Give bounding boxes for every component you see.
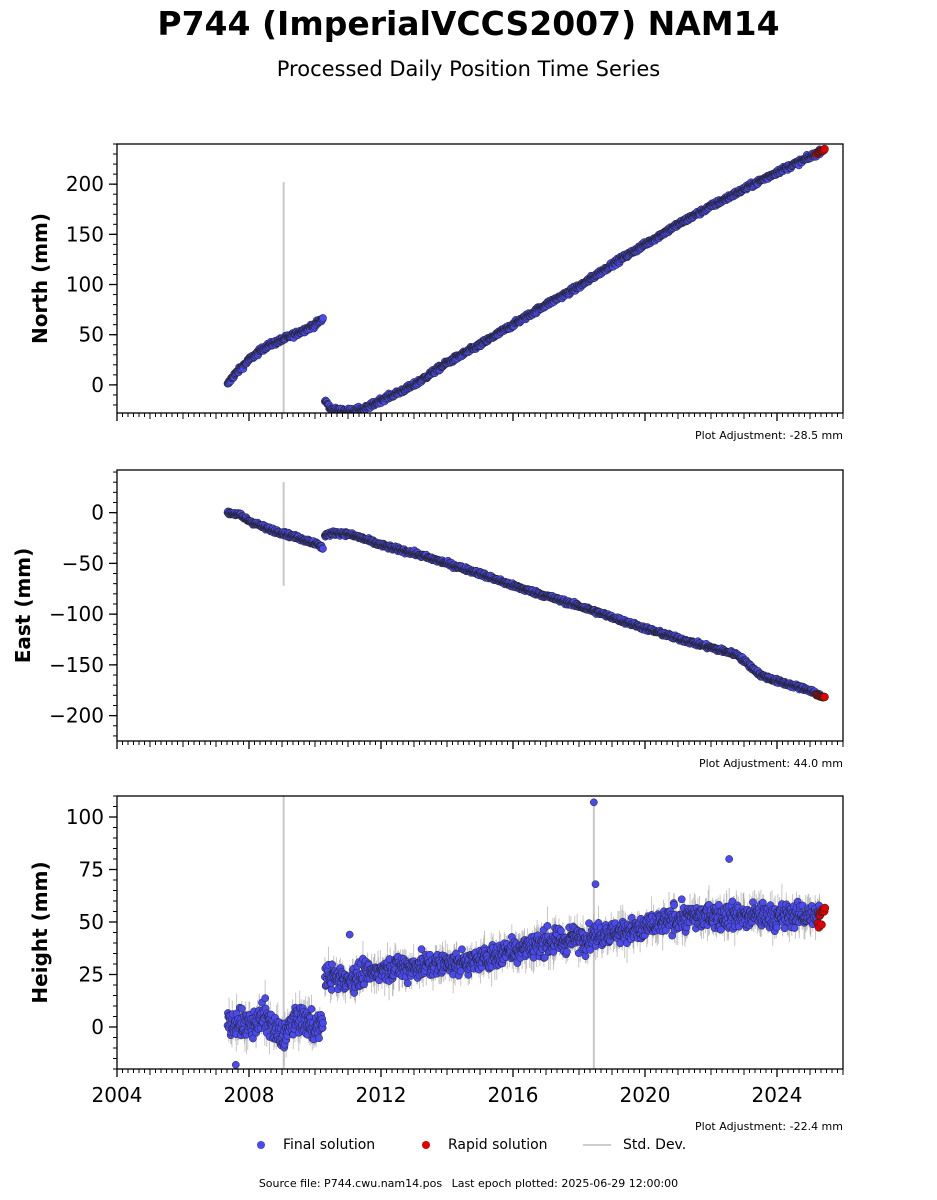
page-title: P744 (ImperialVCCS2007) NAM14 [157,4,780,43]
final-point [319,1019,327,1027]
y-tick-label: −200 [49,704,104,728]
page-subtitle: Processed Daily Position Time Series [276,57,661,81]
final-point [319,314,327,322]
final-point [307,1005,316,1013]
y-tick-label: −150 [49,653,104,677]
rapid-solution-points [812,144,829,159]
final-point [543,922,552,930]
final-solution-points [223,994,327,1052]
plot-adjustment: Plot Adjustment: -28.5 mm [695,429,843,442]
final-point [417,945,426,953]
y-axis-label: North (mm) [28,213,52,344]
y-tick-label: 100 [66,273,104,297]
final-point [458,945,466,954]
y-tick-label: 150 [66,222,104,246]
final-point [315,1034,323,1043]
y-tick-label: 200 [66,172,104,196]
final-solution-points [321,145,824,413]
y-tick-label: −100 [49,602,104,626]
final-point [456,967,465,976]
plot-area [223,482,829,702]
final-solution-points [223,314,327,388]
final-point [249,1034,257,1043]
plot-adjustment: Plot Adjustment: 44.0 mm [699,757,843,770]
final-point [540,953,549,962]
panel-2: 0 −50 −100 −150 −200 East (mm) Plot Adjustment… [11,469,844,770]
final-solution-points [223,507,327,553]
final-point [403,979,412,988]
y-tick-label: 0 [91,501,104,525]
final-point [237,1004,246,1013]
rapid-point [820,144,829,154]
plot-area [223,796,830,1069]
y-tick-label: 50 [79,323,104,347]
final-point [319,544,327,553]
y-axis-label: East (mm) [11,548,35,664]
y-tick-label: 0 [91,373,104,397]
final-point [327,985,336,994]
plot-area [223,144,829,413]
rapid-solution-points [812,690,829,702]
final-solution-points [321,527,824,700]
panel-1: 0 50 100 150 200 North (mm) Plot Adjustment: -… [28,143,844,442]
rapid-point [820,692,829,702]
axes-frame [116,143,844,414]
final-solution-points [321,895,824,997]
final-point [328,960,336,969]
y-tick-label: −50 [62,551,104,575]
final-point [261,994,270,1003]
